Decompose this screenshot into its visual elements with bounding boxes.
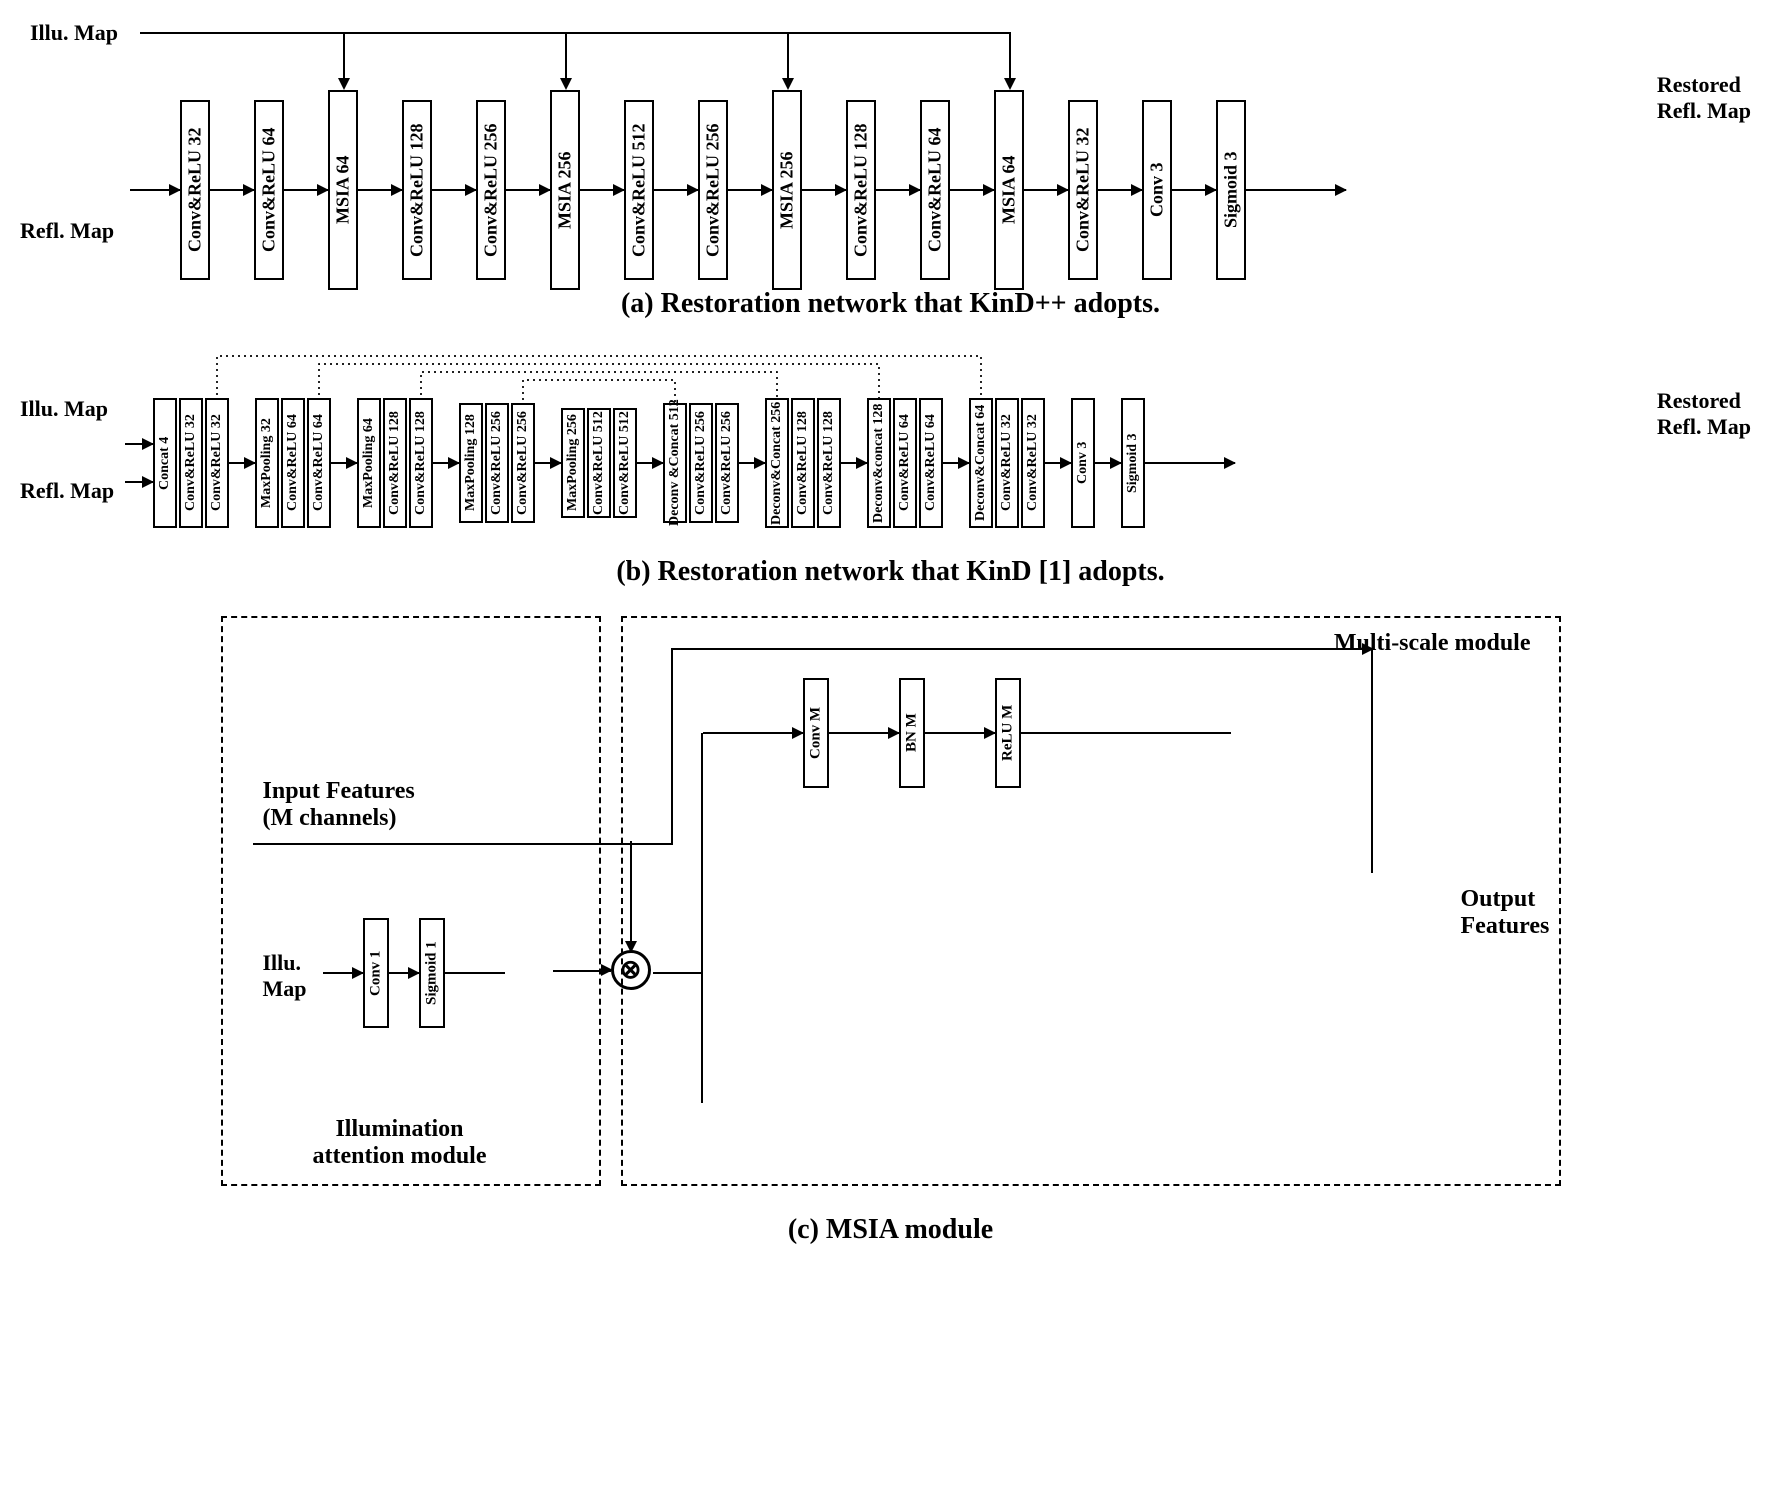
block: Conv&ReLU 128: [383, 398, 407, 528]
label-refl-map: Refl. Map: [20, 218, 114, 244]
block: Conv&ReLU 64: [307, 398, 331, 528]
block-convrelu: Conv 3: [1142, 100, 1172, 280]
block: Conv&ReLU 256: [511, 403, 535, 523]
block: Conv 3: [1071, 398, 1095, 528]
block-convrelu: Conv&ReLU 32: [1068, 100, 1098, 280]
block: MaxPooling 128: [459, 403, 483, 523]
block: Conv&ReLU 64: [893, 398, 917, 528]
block-group: Sigmoid 3: [1121, 398, 1145, 528]
block: Deconv &Concat 512: [663, 403, 687, 523]
block: Conv&ReLU 64: [281, 398, 305, 528]
block: Conv&ReLU 256: [485, 403, 509, 523]
block-group: Conv 3: [1071, 398, 1095, 528]
caption-a: (a) Restoration network that KinD++ adop…: [20, 288, 1761, 320]
caption-b: (b) Restoration network that KinD [1] ad…: [20, 556, 1761, 588]
block: Conv&ReLU 32: [179, 398, 203, 528]
label-illum-attention-title: Illumination attention module: [313, 1116, 487, 1170]
block-group: Concat 4Conv&ReLU 32Conv&ReLU 32: [153, 398, 229, 528]
label-output-features: Output Features: [1461, 886, 1550, 940]
block-convrelu: Sigmoid 3: [1216, 100, 1246, 280]
block-group: Deconv &Concat 512Conv&ReLU 256Conv&ReLU…: [663, 403, 739, 523]
panel-b-restoration-kind: Illu. Map Refl. Map Restored Refl. Map C…: [20, 348, 1761, 588]
block: Conv&ReLU 32: [1021, 398, 1045, 528]
block: Conv&ReLU 128: [791, 398, 815, 528]
block: MaxPooling 32: [255, 398, 279, 528]
block: BN M: [899, 678, 925, 788]
block-group: MaxPooling 64Conv&ReLU 128Conv&ReLU 128: [357, 398, 433, 528]
block-sigmoid1: Sigmoid 1: [419, 918, 445, 1028]
block: MaxPooling 64: [357, 398, 381, 528]
block-convrelu: Conv&ReLU 64: [920, 100, 950, 280]
block-convrelu: Conv&ReLU 256: [476, 100, 506, 280]
block: Conv&ReLU 128: [409, 398, 433, 528]
label-illu-map-c: Illu. Map: [263, 950, 307, 1002]
label-illu-map: Illu. Map: [30, 20, 118, 46]
block-msia: MSIA 64: [328, 90, 358, 290]
block-convrelu: Conv&ReLU 512: [624, 100, 654, 280]
block: Conv M: [803, 678, 829, 788]
block: Conv&ReLU 32: [205, 398, 229, 528]
label-restored-refl-map: Restored Refl. Map: [1657, 72, 1751, 124]
block-msia: MSIA 256: [772, 90, 802, 290]
block: Sigmoid 3: [1121, 398, 1145, 528]
block-convrelu: Conv&ReLU 128: [846, 100, 876, 280]
block: Deconv&Concat 256: [765, 398, 789, 528]
label-input-features: Input Features (M channels): [263, 778, 415, 832]
block-group: Deconv&Concat 256Conv&ReLU 128Conv&ReLU …: [765, 398, 841, 528]
block: Conv&ReLU 32: [995, 398, 1019, 528]
panel-c-msia-module: Input Features (M channels) Illu. Map Co…: [20, 616, 1761, 1246]
block-conv1: Conv 1: [363, 918, 389, 1028]
block: Deconv&concat 128: [867, 398, 891, 528]
block: Concat 4: [153, 398, 177, 528]
panel-a-restoration-kindpp: Illu. Map Refl. Map Conv&ReLU 32 Conv&ReL…: [20, 20, 1761, 320]
block: Conv&ReLU 256: [715, 403, 739, 523]
block-convrelu: Conv&ReLU 256: [698, 100, 728, 280]
block: Conv&ReLU 512: [613, 408, 637, 518]
block: MaxPooling 256: [561, 408, 585, 518]
block: Conv&ReLU 256: [689, 403, 713, 523]
block-convrelu: Conv&ReLU 128: [402, 100, 432, 280]
block-group: Deconv&Concat 64Conv&ReLU 32Conv&ReLU 32: [969, 398, 1045, 528]
block-convrelu: Conv&ReLU 32: [180, 100, 210, 280]
block-msia: MSIA 64: [994, 90, 1024, 290]
block: Conv&ReLU 512: [587, 408, 611, 518]
multiscale-module: Multi-scale module Conv MBN MReLU M: [621, 616, 1561, 1186]
block: Conv&ReLU 128: [817, 398, 841, 528]
block-group: MaxPooling 256Conv&ReLU 512Conv&ReLU 512: [561, 408, 637, 518]
block: ReLU M: [995, 678, 1021, 788]
caption-c: (c) MSIA module: [20, 1214, 1761, 1246]
label-refl-map-b: Refl. Map: [20, 478, 114, 504]
block-convrelu: Conv&ReLU 64: [254, 100, 284, 280]
block-group: MaxPooling 32Conv&ReLU 64Conv&ReLU 64: [255, 398, 331, 528]
block-group: Deconv&concat 128Conv&ReLU 64Conv&ReLU 6…: [867, 398, 943, 528]
block-group: MaxPooling 128Conv&ReLU 256Conv&ReLU 256: [459, 403, 535, 523]
label-illu-map-b: Illu. Map: [20, 396, 108, 422]
block-msia: MSIA 256: [550, 90, 580, 290]
block: Conv&ReLU 64: [919, 398, 943, 528]
illumination-attention-module: Input Features (M channels) Illu. Map Co…: [221, 616, 601, 1186]
block: Deconv&Concat 64: [969, 398, 993, 528]
